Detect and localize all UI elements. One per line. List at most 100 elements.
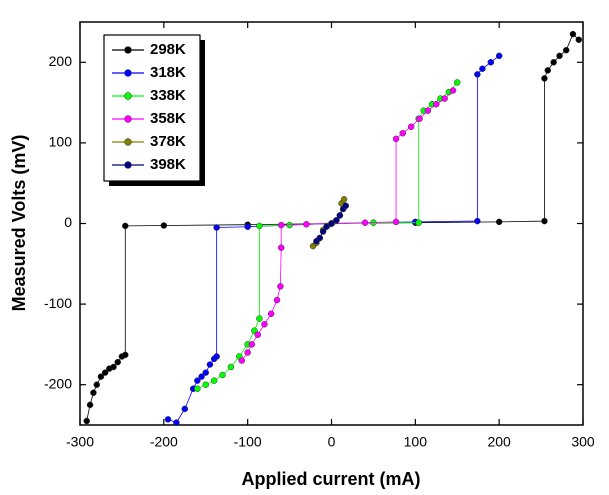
data-point <box>206 361 214 368</box>
data-point <box>244 223 251 230</box>
x-axis-title: Applied current (mA) <box>241 469 420 489</box>
x-tick-label: 200 <box>487 434 511 450</box>
data-point <box>90 389 97 397</box>
legend-marker <box>124 115 132 123</box>
legend-marker <box>124 69 132 77</box>
data-point <box>202 369 209 376</box>
data-point <box>86 401 94 409</box>
series-line <box>241 90 454 361</box>
data-point <box>93 381 101 388</box>
legend-label: 378K <box>150 133 186 150</box>
data-point <box>479 65 486 72</box>
x-tick-label: 100 <box>404 434 428 450</box>
data-point <box>361 219 369 226</box>
y-tick-label: -100 <box>44 295 72 311</box>
plot-area <box>83 30 583 425</box>
x-tick-label: -100 <box>234 434 262 450</box>
data-point <box>433 100 440 108</box>
data-point <box>164 416 172 423</box>
x-tick-label: 300 <box>571 434 595 450</box>
data-point <box>261 321 268 328</box>
y-tick-label: 0 <box>64 214 72 230</box>
data-point <box>562 46 570 54</box>
legend-label: 298K <box>150 41 186 58</box>
data-point <box>544 67 552 74</box>
data-point <box>399 129 407 137</box>
data-point <box>122 222 129 230</box>
data-point <box>273 296 281 304</box>
data-point <box>173 419 180 425</box>
data-point <box>277 221 285 229</box>
data-point <box>97 373 105 380</box>
data-point <box>340 196 348 203</box>
data-point <box>194 385 201 392</box>
data-point <box>336 212 344 219</box>
y-tick-label: 100 <box>49 134 73 150</box>
data-point <box>342 202 350 210</box>
data-point <box>323 223 330 230</box>
x-tick-label: 0 <box>328 434 336 450</box>
data-point <box>449 87 457 94</box>
data-point <box>550 59 557 66</box>
data-point <box>407 123 415 131</box>
data-point <box>277 244 285 251</box>
data-point <box>328 220 335 227</box>
data-point <box>254 331 261 338</box>
data-point <box>319 228 327 235</box>
data-point <box>256 222 263 230</box>
data-point <box>194 377 201 384</box>
legend-label: 398K <box>150 156 186 173</box>
data-point <box>392 218 400 226</box>
data-point <box>160 222 168 229</box>
data-point <box>575 36 583 43</box>
data-point <box>114 358 121 366</box>
data-point <box>219 371 226 379</box>
legend-marker <box>124 92 132 100</box>
data-point <box>495 218 503 226</box>
data-point <box>101 369 109 376</box>
series-line <box>197 82 458 390</box>
series-line <box>167 55 500 424</box>
y-tick-label: -200 <box>44 375 72 391</box>
data-point <box>316 234 324 242</box>
legend-label: 318K <box>150 64 186 81</box>
data-point <box>541 75 548 82</box>
data-point <box>474 71 481 78</box>
data-point <box>415 219 422 226</box>
data-point <box>122 351 129 359</box>
data-point <box>213 224 220 231</box>
data-point <box>202 381 209 388</box>
data-point <box>487 59 495 66</box>
data-point <box>392 135 400 143</box>
data-point <box>441 95 448 102</box>
y-axis-title: Measured Volts (mV) <box>9 135 29 312</box>
data-point <box>333 217 340 224</box>
legend-marker <box>124 138 132 146</box>
data-point <box>541 217 548 225</box>
data-point <box>569 30 577 38</box>
legend-marker <box>124 46 132 54</box>
data-point <box>454 79 461 86</box>
data-point <box>256 315 263 322</box>
data-point <box>181 405 189 413</box>
data-point <box>424 107 432 114</box>
x-tick-label: -200 <box>150 434 178 450</box>
data-point <box>198 373 205 380</box>
data-point <box>110 363 117 371</box>
legend-label: 358K <box>150 110 186 127</box>
data-point <box>248 341 256 348</box>
data-point <box>495 52 503 60</box>
data-point <box>303 221 310 228</box>
data-point <box>267 310 275 318</box>
data-point <box>556 52 563 60</box>
legend-marker <box>124 161 132 169</box>
data-point <box>277 283 284 290</box>
data-point <box>238 357 246 364</box>
legend-label: 338K <box>150 87 186 104</box>
x-tick-label: -300 <box>66 434 94 450</box>
data-point <box>474 217 481 225</box>
data-point <box>227 363 235 371</box>
data-point <box>83 417 90 425</box>
legend-box <box>103 34 201 182</box>
